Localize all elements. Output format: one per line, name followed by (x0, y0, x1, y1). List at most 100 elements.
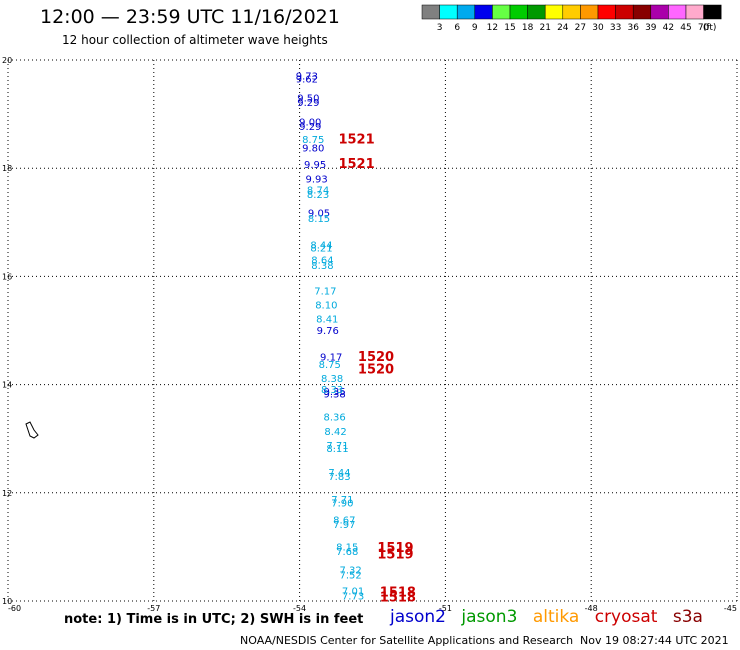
wave-height-label-jason3: 8.41 (316, 315, 338, 326)
color-swatch (668, 4, 687, 20)
x-tick-label: -51 (439, 604, 452, 613)
color-swatch (474, 4, 493, 20)
wave-height-label-jason3: 8.67 (333, 515, 355, 526)
pass-time-label: 1519 (377, 547, 413, 562)
color-scale-unit: (ft) (703, 23, 717, 33)
wave-height-label-jason3: 7.52 (339, 570, 361, 581)
wave-height-label-jason3: 8.15 (308, 214, 330, 225)
credit-text: NOAA/NESDIS Center for Satellite Applica… (240, 634, 574, 647)
color-swatch (544, 4, 564, 20)
legend-cryosat: cryosat (594, 607, 658, 627)
legend-altika: altika (532, 607, 580, 627)
wave-height-labels: 9.739.629.509.299.009.299.809.959.939.05… (296, 72, 364, 603)
color-scale-label: 30 (592, 23, 604, 33)
wave-height-label-jason3: 8.74 (307, 185, 329, 196)
color-scale-label: 18 (522, 23, 534, 33)
wave-height-label-jason3: 8.75 (302, 135, 324, 146)
legend-jason3: jason3 (461, 607, 518, 627)
pass-time-label: 1520 (358, 362, 394, 377)
color-scale-label: 27 (575, 23, 586, 33)
color-scale-label: 70 (698, 23, 710, 33)
wave-height-label-jason3: 7.71 (326, 441, 348, 452)
y-tick-label: 20 (2, 56, 12, 65)
pass-time-label: 1521 (338, 157, 374, 172)
pass-time-label: 1519 (377, 541, 413, 556)
footer-note: note: 1) Time is in UTC; 2) SWH is in fe… (64, 612, 364, 627)
wave-height-label-jason3: 7.73 (342, 592, 364, 603)
color-swatch (685, 4, 704, 20)
pass-time-label: 1518 (380, 591, 416, 606)
color-swatch (703, 4, 722, 20)
wave-height-label-jason2: 9.80 (302, 144, 324, 155)
wave-height-label-jason2: 9.73 (296, 72, 318, 83)
y-tick-label: 10 (2, 597, 12, 606)
chart-subtitle: 12 hour collection of altimeter wave hei… (62, 33, 328, 47)
x-tick-label: -45 (724, 604, 737, 613)
color-swatch (650, 4, 669, 20)
x-tick-label: -48 (585, 604, 598, 613)
wave-height-label-jason2: 9.05 (308, 209, 330, 220)
color-scale-label: 21 (539, 23, 550, 33)
color-scale-label: 9 (472, 23, 478, 33)
wave-height-label-jason2: 9.38 (323, 389, 345, 400)
wave-height-label-jason3: 8.11 (326, 444, 348, 455)
color-swatch (615, 4, 634, 20)
color-swatch (509, 4, 528, 20)
wave-height-label-jason2: 9.17 (320, 352, 342, 363)
wave-height-label-jason2: 9.29 (299, 122, 321, 133)
color-scale-label: 42 (663, 23, 674, 33)
y-tick-label: 18 (2, 164, 12, 173)
color-swatch (580, 4, 599, 20)
legend-jason2: jason2 (390, 607, 446, 627)
wave-height-label-jason2: 9.35 (323, 387, 345, 398)
wave-height-label-jason2: 9.76 (317, 326, 339, 337)
color-swatch (492, 4, 511, 20)
wave-height-label-jason3: 8.10 (315, 301, 337, 312)
wave-height-label-jason3: 7.97 (333, 520, 355, 531)
wave-height-label-jason3: 7.90 (331, 499, 353, 510)
wave-height-label-jason3: 8.33 (321, 385, 343, 396)
wave-height-label-jason3: 7.68 (336, 547, 358, 558)
wave-height-label-jason2: 9.62 (296, 74, 318, 85)
wave-height-label-jason3: 8.36 (323, 413, 345, 424)
color-scale-label: 12 (487, 23, 498, 33)
wave-height-label-jason3: 7.83 (328, 472, 350, 483)
wave-height-label-jason3: 8.38 (321, 374, 343, 385)
color-swatch (632, 4, 652, 20)
color-scale-label: 45 (680, 23, 691, 33)
wave-height-label-jason3: 8.38 (311, 261, 333, 272)
wave-height-label-jason3: 8.64 (311, 256, 333, 267)
satellite-legend: jason2 jason3 altika cryosat s3a (390, 607, 713, 627)
chart-title: 12:00 — 23:59 UTC 11/16/2021 (40, 6, 340, 28)
wave-height-label-jason3: 7.17 (314, 286, 336, 297)
color-swatch (597, 4, 616, 20)
color-scale-label: 15 (504, 23, 515, 33)
generated-timestamp: Nov 19 08:27:44 UTC 2021 (580, 634, 729, 647)
wave-height-label-jason2: 9.50 (297, 93, 319, 104)
y-tick-label: 12 (2, 489, 12, 498)
color-scale-label: 39 (645, 23, 657, 33)
wave-height-label-jason3: 8.75 (319, 360, 341, 371)
wave-height-label-jason2: 9.29 (297, 98, 319, 109)
color-scale-label: 24 (557, 23, 569, 33)
wave-height-label-jason2: 9.00 (299, 118, 321, 129)
pass-time-label: 1520 (358, 350, 394, 365)
y-tick-label: 16 (2, 272, 12, 281)
wave-height-label-jason3: 7.32 (339, 566, 361, 577)
island-outline (25, 421, 39, 439)
coastline-outline (25, 421, 39, 439)
wave-height-label-jason3: 8.21 (310, 244, 332, 255)
color-swatch (456, 4, 476, 20)
x-tick-label: -57 (147, 604, 160, 613)
color-scale-label: 33 (610, 23, 621, 33)
pass-time-label: 1518 (380, 585, 416, 600)
wave-height-label-jason3: 8.15 (336, 542, 358, 553)
color-scale-label: 3 (437, 23, 443, 33)
color-scale-bar: 3 6 9 12 15 18 21 24 27 30 33 36 39 42 45 70(ft) (421, 4, 722, 33)
color-scale-label: 6 (454, 23, 460, 33)
color-swatch (439, 4, 458, 20)
wave-height-label-jason3: 8.23 (307, 190, 329, 201)
wave-height-label-jason3: 7.44 (328, 468, 350, 479)
